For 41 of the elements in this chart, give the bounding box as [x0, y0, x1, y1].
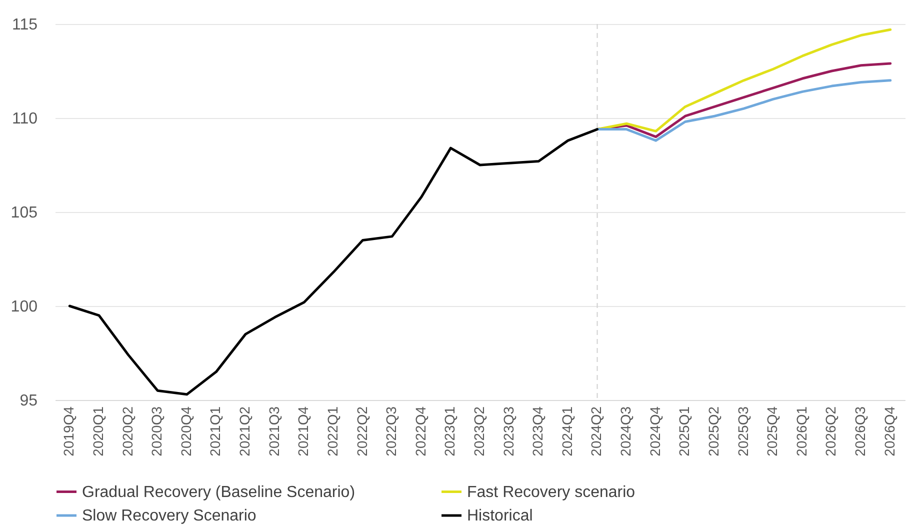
legend-label: Slow Recovery Scenario — [82, 508, 256, 524]
x-tick-label: 2024Q3 — [618, 406, 634, 456]
x-tick-label: 2020Q3 — [148, 406, 165, 456]
x-tick-label: 2019Q4 — [60, 406, 77, 456]
y-tick-label: 95 — [20, 392, 38, 410]
x-tick-label: 2020Q1 — [90, 406, 106, 456]
x-tick-label: 2021Q2 — [236, 406, 253, 456]
x-tick-label: 2020Q2 — [119, 406, 136, 456]
x-tick-label: 2025Q4 — [764, 406, 780, 456]
x-tick-label: 2025Q3 — [734, 406, 751, 456]
x-tick-label: 2021Q3 — [266, 406, 282, 456]
x-tick-label: 2025Q2 — [705, 406, 722, 456]
x-tick-label: 2026Q2 — [822, 406, 839, 456]
y-tick-label: 105 — [10, 204, 38, 222]
legend-label: Fast Recovery scenario — [467, 484, 636, 501]
x-tick-label: 2023Q1 — [442, 406, 458, 456]
x-tick-label: 2021Q1 — [207, 406, 224, 456]
line-series — [596, 28, 892, 132]
x-tick-label: 2023Q4 — [530, 406, 546, 456]
x-tick-label: 2025Q1 — [676, 406, 692, 456]
line-series — [68, 128, 598, 396]
x-tick-label: 2024Q4 — [646, 406, 663, 456]
x-tick-label: 2021Q4 — [295, 406, 312, 456]
x-tick-label: 2026Q4 — [881, 406, 898, 456]
legend-label: Gradual Recovery (Baseline Scenario) — [82, 484, 356, 501]
line-series — [596, 79, 892, 142]
x-tick-label: 2024Q1 — [558, 406, 575, 456]
x-tick-label: 2022Q4 — [412, 406, 428, 456]
y-tick-label: 100 — [10, 298, 38, 316]
x-tick-label: 2022Q2 — [354, 406, 370, 456]
legend-label: Historical — [467, 508, 533, 524]
y-tick-label: 115 — [12, 16, 38, 34]
y-tick-label: 110 — [12, 110, 38, 128]
x-tick-label: 2026Q3 — [852, 406, 868, 456]
x-tick-label: 2026Q1 — [793, 406, 810, 456]
x-tick-label: 2024Q2 — [588, 406, 604, 456]
x-tick-label: 2022Q1 — [324, 406, 340, 456]
x-tick-label: 2022Q3 — [383, 406, 400, 456]
x-tick-label: 2023Q3 — [500, 406, 516, 456]
x-tick-label: 2020Q4 — [178, 406, 194, 456]
x-tick-label: 2023Q2 — [471, 406, 487, 456]
